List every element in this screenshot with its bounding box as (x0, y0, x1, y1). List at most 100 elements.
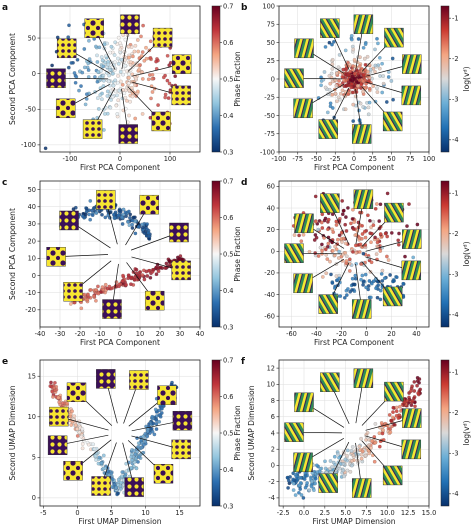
data-point (373, 207, 378, 211)
data-point (344, 259, 349, 263)
data-point (410, 384, 414, 389)
microstructure-inset (402, 408, 422, 428)
microstructure-inset (351, 124, 372, 144)
microstructure-inset (293, 98, 313, 119)
microstructure-inset (59, 210, 79, 231)
data-point (330, 93, 335, 97)
data-point (333, 91, 338, 96)
data-point (359, 436, 363, 441)
data-point (367, 279, 372, 283)
data-point (127, 75, 131, 80)
data-point (133, 116, 137, 121)
data-point (167, 81, 172, 86)
y-tick-label: 0 (271, 75, 275, 83)
data-point (180, 257, 184, 262)
data-point (80, 442, 85, 446)
data-point (83, 212, 88, 217)
y-tick-label: -25 (264, 94, 275, 102)
data-point (418, 387, 422, 392)
data-point (130, 222, 134, 227)
x-tick-label: -20 (336, 330, 347, 338)
data-point (118, 208, 123, 212)
axes-frame (278, 180, 430, 328)
data-point (99, 55, 104, 59)
data-point (87, 39, 91, 43)
data-point (361, 105, 365, 109)
microstructure-inset (157, 385, 177, 405)
data-point (102, 78, 106, 83)
data-point (106, 89, 110, 94)
data-point (77, 430, 82, 435)
microstructure-inset (382, 465, 403, 486)
data-point (351, 119, 355, 123)
colorbar-tick-label: 0.4 (223, 466, 234, 474)
data-point (390, 231, 394, 235)
colorbar-tick-label: 0.7 (223, 177, 234, 185)
microstructure-inset (384, 381, 404, 402)
data-point (363, 42, 368, 46)
x-axis-label: First UMAP Dimension (78, 517, 161, 526)
data-point (344, 241, 348, 246)
data-point (334, 83, 339, 88)
panel-letter: b (241, 3, 248, 13)
data-point (360, 273, 365, 278)
data-point (116, 477, 121, 482)
x-tick-label: 10.0 (380, 509, 395, 517)
data-point (413, 404, 417, 409)
data-point (167, 63, 171, 67)
data-point (160, 411, 164, 415)
data-point (129, 282, 133, 286)
y-tick-label: 12 (267, 364, 275, 372)
data-point (352, 220, 356, 224)
microstructure-inset (171, 260, 191, 281)
data-point (108, 83, 112, 88)
data-point (350, 74, 354, 79)
microstructure-inset (318, 473, 338, 493)
data-point (382, 276, 387, 281)
data-point (381, 81, 386, 86)
data-point (373, 440, 378, 445)
data-point (77, 88, 81, 93)
data-point (165, 78, 170, 83)
colorbar-tick-label: 0.4 (223, 287, 234, 295)
data-point (97, 455, 102, 460)
data-point (87, 212, 91, 217)
colorbar-tick-label: -1 (452, 189, 459, 197)
data-point (361, 89, 365, 94)
data-point (87, 208, 91, 213)
data-point (116, 491, 120, 496)
data-point (346, 73, 351, 77)
data-point (316, 227, 321, 232)
data-point (380, 90, 384, 95)
x-tick-label: 20 (156, 330, 164, 338)
data-point (150, 73, 155, 77)
data-point (376, 41, 380, 46)
microstructure-inset (293, 452, 313, 473)
data-point (100, 97, 104, 101)
inset-images (284, 189, 422, 319)
data-point (334, 274, 339, 278)
data-point (69, 302, 73, 306)
y-tick-label: -60 (264, 312, 275, 320)
data-point (153, 407, 158, 412)
data-point (140, 222, 144, 227)
data-point (126, 220, 130, 224)
data-point (350, 463, 354, 468)
data-point (376, 283, 380, 287)
data-point (126, 273, 131, 277)
data-point (130, 226, 135, 230)
data-point (128, 99, 132, 104)
data-point (148, 276, 153, 280)
x-tick-label: -10 (95, 330, 106, 338)
data-point (105, 94, 110, 98)
data-point (335, 71, 339, 76)
data-point (96, 461, 101, 466)
data-point (383, 231, 388, 236)
y-tick-label: 10 (28, 255, 36, 263)
data-point (320, 212, 325, 217)
data-point (370, 281, 374, 286)
data-point (123, 96, 128, 100)
data-point (316, 254, 321, 258)
microstructure-inset (47, 435, 68, 456)
